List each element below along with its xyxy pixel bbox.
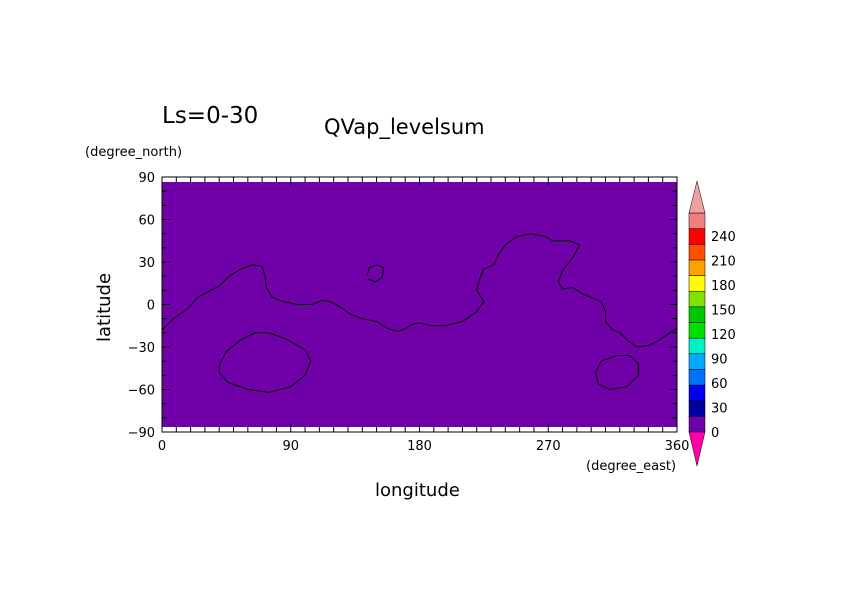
x-tick-label: 180 (407, 439, 432, 454)
y-axis-unit: (degree_north) (85, 145, 183, 160)
colorbar-label: 0 (711, 426, 719, 441)
y-tick-label: 0 (147, 299, 155, 314)
colorbar-label: 90 (711, 353, 728, 368)
colorbar-segment (688, 228, 706, 245)
x-tick-label: 270 (536, 439, 561, 454)
y-tick-label: −90 (128, 426, 155, 441)
y-tick-label: 60 (138, 214, 155, 229)
colorbar-segment (688, 244, 706, 261)
colorbar-label: 210 (711, 255, 736, 270)
chart-subtitle: Ls=0-30 (162, 103, 259, 129)
x-tick-label: 90 (282, 439, 299, 454)
colorbar-segment (688, 212, 706, 229)
chart-title: QVap_levelsum (324, 115, 485, 139)
colorbar-segment (688, 259, 706, 276)
colorbar-segment (688, 416, 706, 433)
y-tick-label: −30 (128, 341, 155, 356)
colorbar-segment (688, 306, 706, 323)
colorbar-label: 30 (711, 402, 728, 417)
colorbar-label: 120 (711, 328, 736, 343)
x-axis-unit: (degree_east) (586, 459, 677, 474)
y-tick-label: 30 (138, 256, 155, 271)
x-tick-label: 0 (158, 439, 166, 454)
colorbar-label: 60 (711, 377, 728, 392)
colorbar-label: 240 (711, 230, 736, 245)
x-axis-label: longitude (375, 480, 460, 501)
colorbar-segment (688, 384, 706, 401)
colorbar-segment (688, 369, 706, 386)
contour-southern-basin-west (218, 332, 312, 393)
contour-island (366, 264, 385, 283)
colorbar-segment (688, 337, 706, 355)
colorbar-label: 180 (711, 279, 736, 294)
colorbar-segment (688, 290, 706, 308)
colorbar-under-triangle (688, 431, 706, 467)
contour-southern-basin-east (595, 355, 639, 391)
colorbar-segment (688, 400, 706, 417)
contour-continent-outline (161, 233, 678, 348)
colorbar-over-triangle (688, 180, 706, 214)
y-tick-label: 90 (138, 171, 155, 186)
x-tick-label: 360 (665, 439, 690, 454)
colorbar-segment (688, 322, 706, 339)
colorbar-segment (688, 353, 706, 370)
y-tick-label: −60 (128, 384, 155, 399)
colorbar-label: 150 (711, 304, 736, 319)
field-fill (162, 182, 677, 427)
colorbar-segment (688, 275, 706, 292)
